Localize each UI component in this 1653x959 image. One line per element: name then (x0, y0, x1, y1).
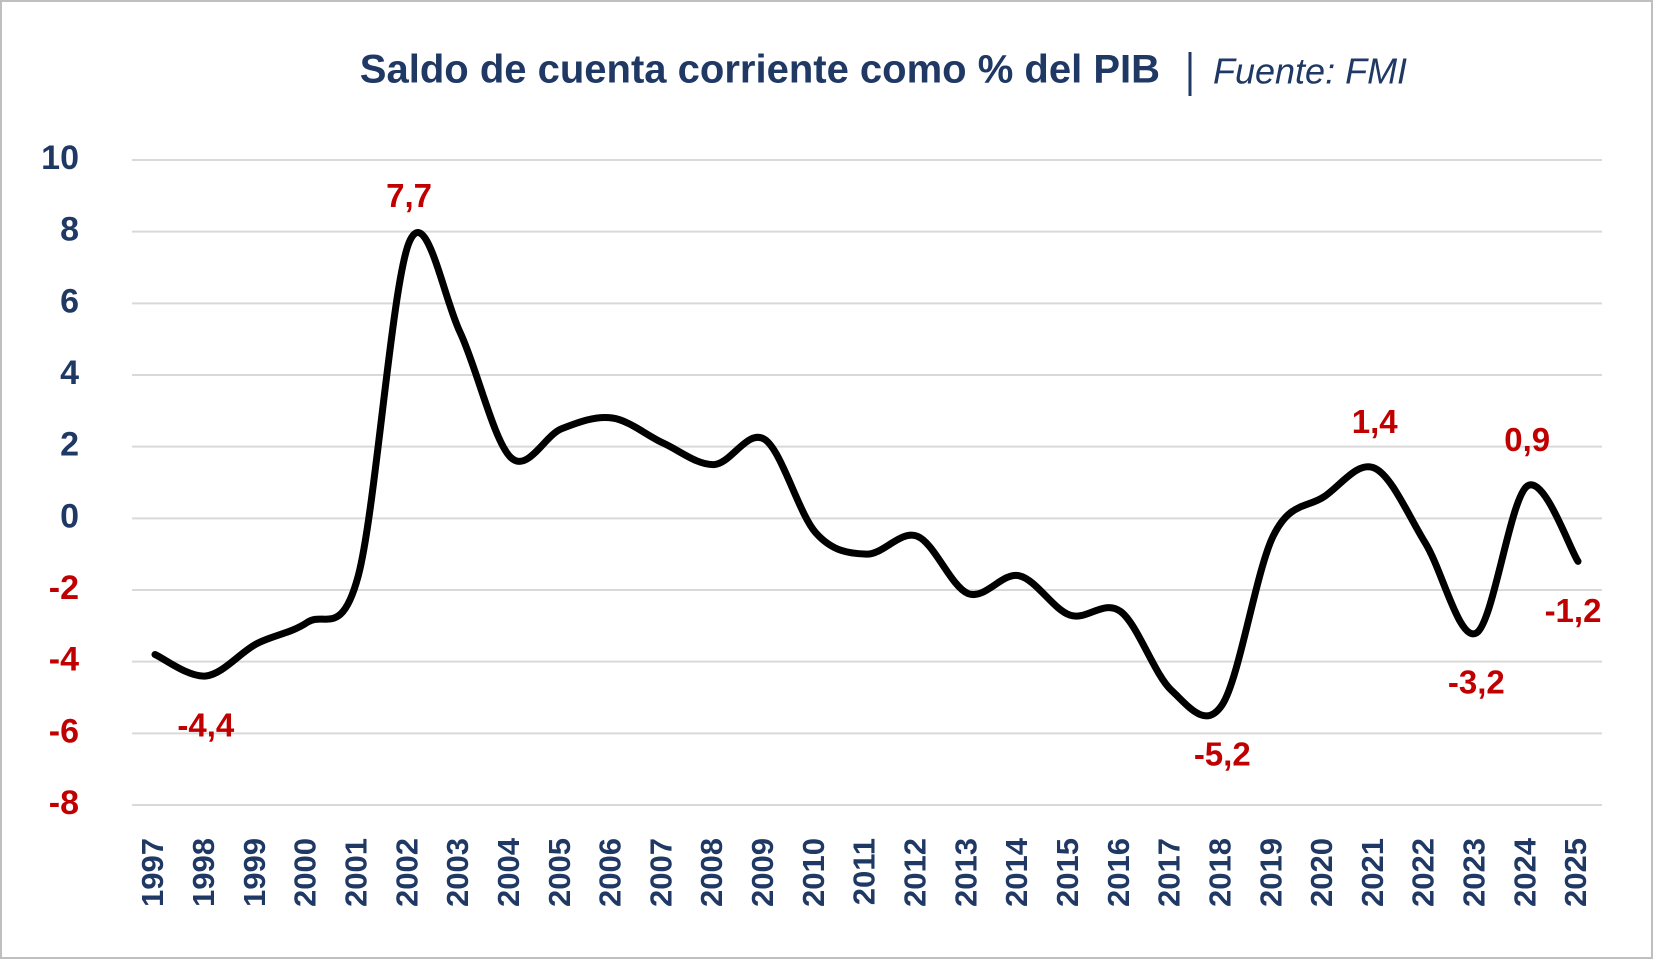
y-tick-label: -8 (49, 784, 79, 822)
value-label: 1,4 (1352, 403, 1399, 440)
value-label: -5,2 (1194, 735, 1251, 772)
x-tick-label: 2012 (898, 838, 933, 907)
x-tick-label: 2016 (1101, 838, 1136, 907)
value-label: 7,7 (386, 177, 432, 214)
x-tick-label: 1997 (135, 838, 170, 907)
value-label: -4,4 (177, 707, 235, 744)
x-tick-label: 2001 (338, 838, 373, 907)
x-tick-label: 2014 (999, 837, 1034, 907)
x-tick-label: 2013 (948, 838, 983, 907)
y-tick-label: 2 (60, 426, 79, 464)
x-tick-label: 2009 (745, 838, 780, 907)
value-label: -3,2 (1448, 664, 1505, 701)
x-tick-label: 2023 (1457, 838, 1492, 907)
y-tick-label: -4 (49, 641, 79, 679)
line (151, 229, 1582, 720)
chart-title: Saldo de cuenta corriente como % del PIB (360, 48, 1160, 92)
x-tick-label: 2017 (1152, 838, 1187, 907)
y-tick-label: 0 (60, 497, 79, 535)
y-tick-label: -2 (49, 569, 79, 607)
x-tick-label: 2007 (643, 838, 678, 907)
y-tick-label: 8 (60, 211, 79, 249)
x-tick-label: 2018 (1202, 838, 1237, 907)
x-tick-label: 2019 (1253, 838, 1288, 907)
x-tick-label: 2015 (1050, 838, 1085, 907)
y-tick-label: 6 (60, 282, 79, 320)
x-tick-label: 2004 (491, 837, 526, 907)
x-tick-label: 2010 (796, 838, 831, 907)
x-tick-label: 2002 (389, 838, 424, 907)
x-tick-label: 2006 (593, 838, 628, 907)
x-tick-label: 2000 (288, 838, 323, 907)
chart-source: Fuente: FMI (1213, 51, 1407, 92)
y-tick-label: 4 (60, 354, 79, 392)
y-tick-label: -6 (49, 712, 79, 750)
x-tick-label: 2024 (1507, 837, 1542, 907)
x-tick-label: 1998 (186, 838, 221, 907)
x-tick-label: 2020 (1304, 838, 1339, 907)
y-tick-label: 10 (41, 139, 79, 177)
x-tick-label: 2011 (847, 838, 882, 905)
x-tick-label: 1999 (237, 838, 272, 907)
x-tick-label: 2025 (1558, 838, 1593, 907)
value-label: -1,2 (1545, 592, 1602, 629)
x-tick-label: 2005 (542, 838, 577, 907)
x-tick-label: 2022 (1406, 838, 1441, 907)
x-tick-label: 2003 (440, 838, 475, 907)
value-label: 0,9 (1504, 421, 1550, 458)
x-tick-label: 2021 (1355, 838, 1390, 907)
x-tick-label: 2008 (694, 838, 729, 907)
